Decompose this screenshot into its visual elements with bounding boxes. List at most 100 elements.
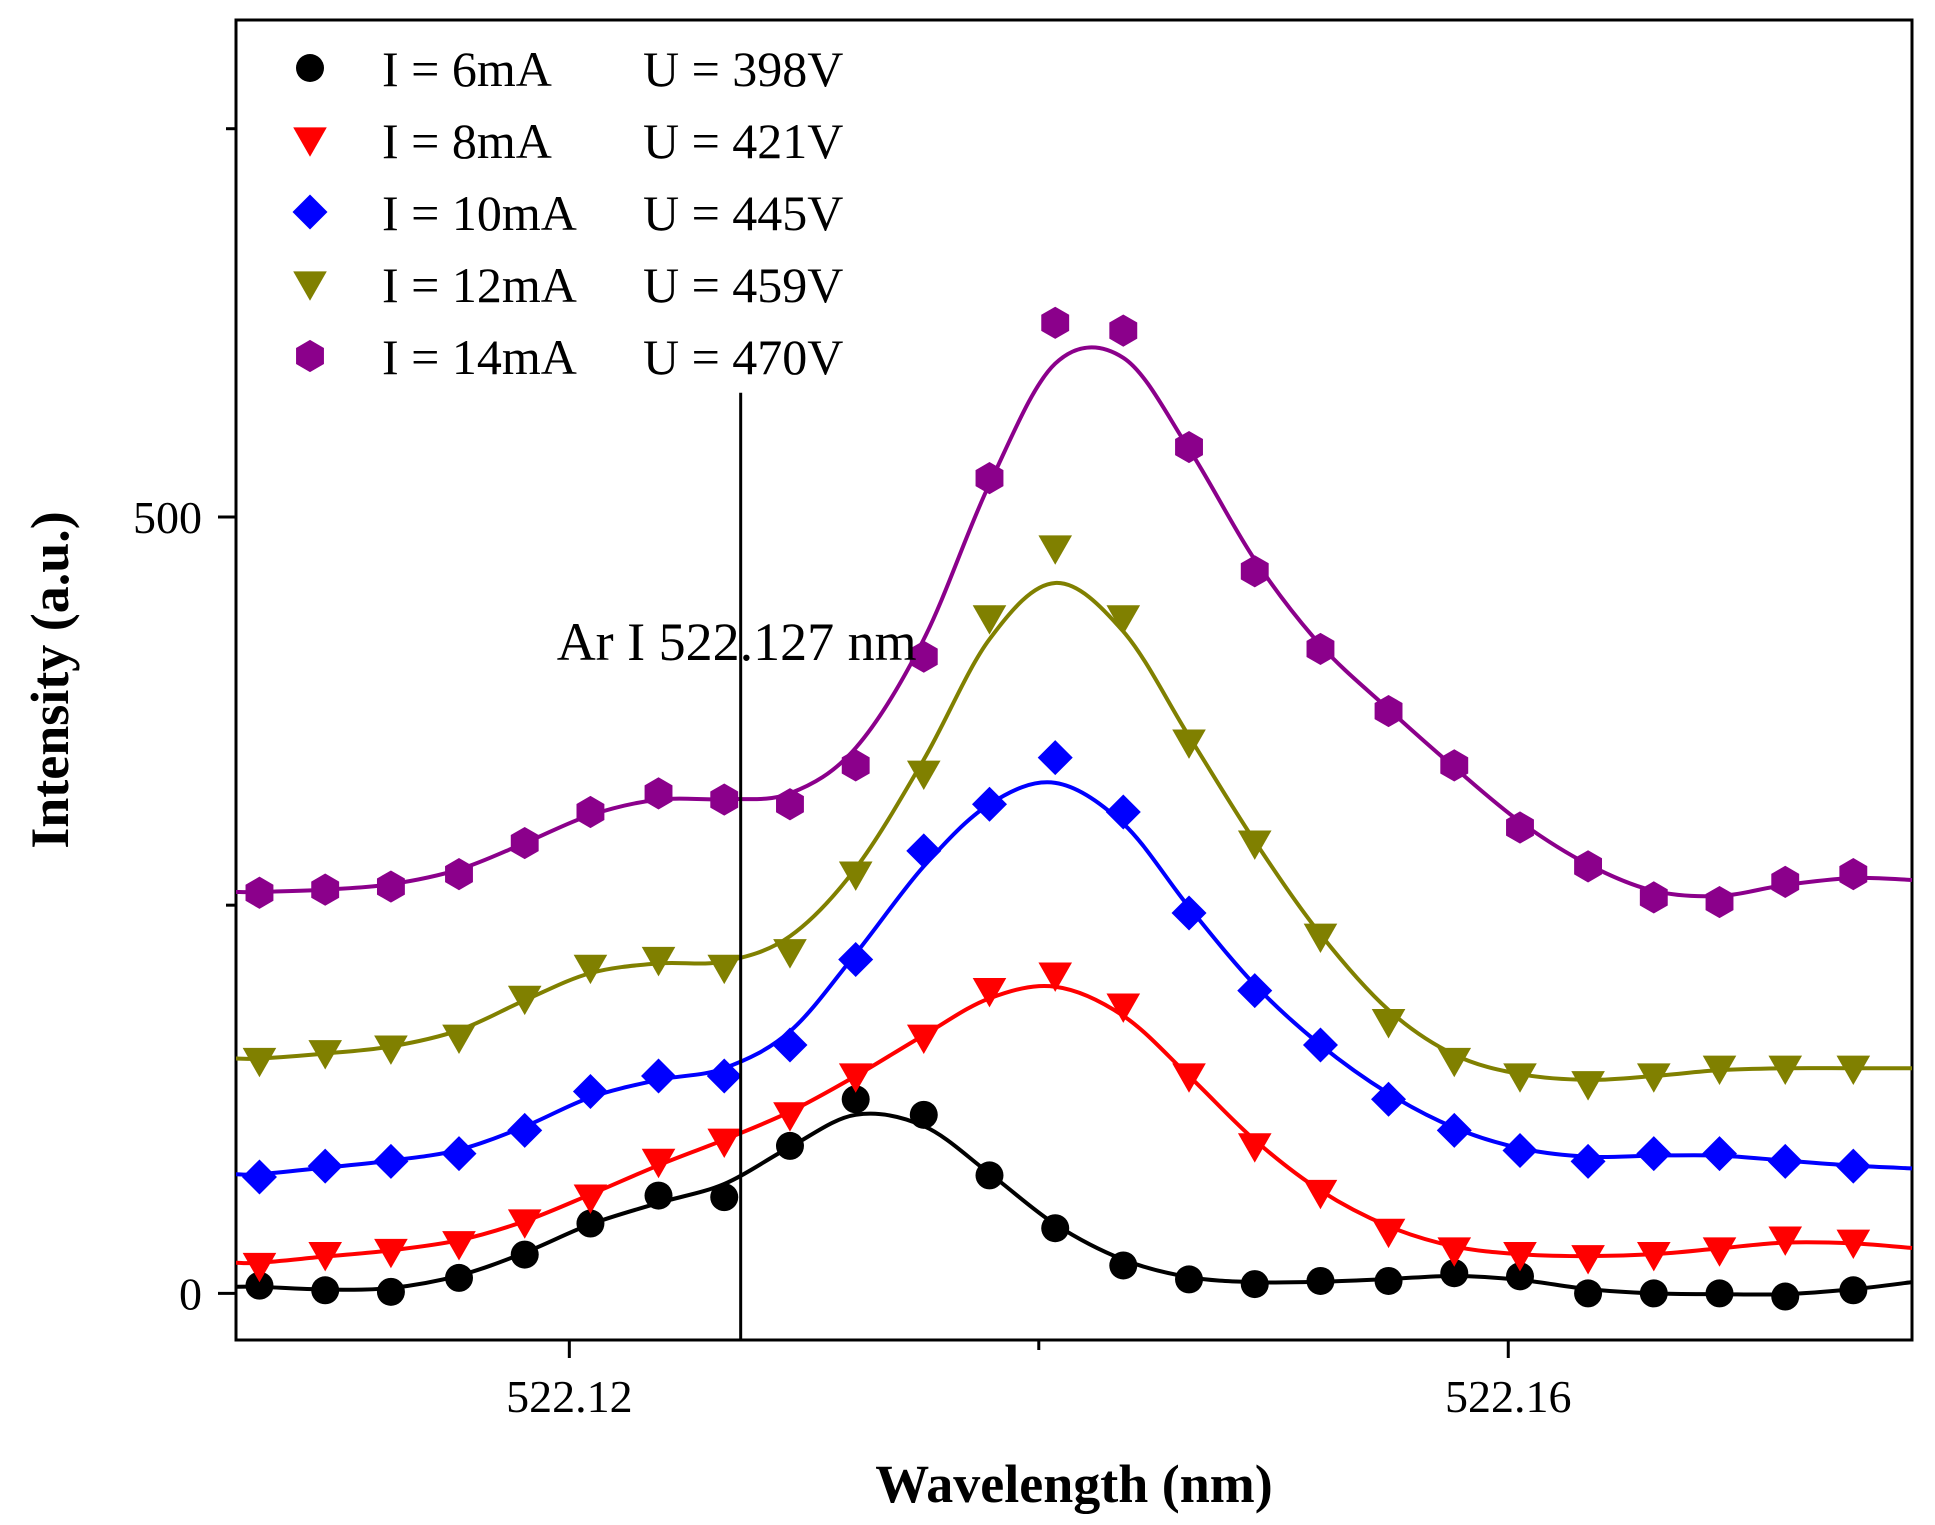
data-point: [1303, 923, 1338, 954]
data-point: [1437, 1047, 1472, 1078]
data-point: [1702, 1055, 1737, 1086]
data-point: [1172, 729, 1206, 759]
legend-current: I = 12mA: [382, 257, 577, 313]
y-tick-label: 0: [179, 1268, 202, 1319]
data-point: [576, 1209, 605, 1238]
legend-voltage: U = 470V: [643, 329, 843, 385]
data-point: [307, 1148, 343, 1184]
data-point: [441, 1136, 477, 1172]
data-point: [1771, 865, 1800, 898]
legend-voltage: U = 421V: [643, 113, 843, 169]
x-tick-label: 522.12: [506, 1371, 633, 1422]
data-point: [971, 786, 1007, 822]
data-point: [641, 1148, 676, 1179]
data-point: [242, 1047, 277, 1078]
data-point: [444, 1263, 473, 1292]
data-point: [644, 1181, 673, 1210]
data-point: [772, 1027, 808, 1063]
data-point: [1639, 881, 1668, 914]
data-point: [510, 826, 539, 860]
data-point: [1506, 811, 1534, 844]
data-point: [1771, 1282, 1800, 1311]
data-point: [1571, 1071, 1605, 1101]
data-point: [1639, 1279, 1668, 1308]
data-point: [1240, 555, 1269, 588]
data-point: [308, 1040, 342, 1070]
data-point: [241, 1159, 277, 1195]
fit-curve-5: [235, 345, 1913, 899]
legend-current: I = 10mA: [382, 185, 577, 241]
data-point: [1109, 1251, 1138, 1280]
data-point: [376, 870, 405, 903]
data-point: [975, 462, 1004, 495]
data-point: [1306, 1266, 1335, 1295]
data-point: [1105, 794, 1141, 830]
data-point: [1502, 1133, 1538, 1169]
data-point: [576, 795, 605, 829]
data-point: [710, 783, 739, 816]
data-point: [838, 1063, 873, 1093]
data-point: [1571, 1245, 1605, 1275]
annotation: Ar I 522.127 nm: [557, 392, 917, 1340]
data-point: [1574, 1279, 1603, 1308]
data-point: [838, 861, 873, 891]
legend-current: I = 14mA: [382, 329, 577, 385]
data-point: [909, 640, 938, 673]
y-tick-label: 500: [133, 492, 202, 543]
data-point: [507, 1209, 542, 1239]
data-point: [1636, 1063, 1671, 1093]
data-point: [374, 1238, 408, 1269]
data-point: [1306, 632, 1335, 666]
data-point: [374, 1035, 408, 1065]
data-point: [707, 954, 742, 985]
data-point: [1705, 1279, 1734, 1308]
data-point: [1237, 830, 1272, 860]
data-point: [1436, 1112, 1472, 1148]
plot-border: [234, 18, 1914, 1342]
data-point: [510, 1240, 539, 1269]
data-point: [1768, 1226, 1803, 1256]
data-point: [1839, 1276, 1868, 1305]
data-point: [1768, 1055, 1803, 1086]
fit-curve-3: [235, 780, 1913, 1177]
data-point: [773, 1102, 807, 1132]
data-point: [442, 1231, 476, 1261]
data-point: [1574, 850, 1603, 883]
data-point: [245, 876, 274, 909]
data-point: [1437, 1237, 1472, 1267]
data-point: [311, 873, 340, 906]
data-point: [1702, 1136, 1738, 1172]
data-point: [1237, 973, 1273, 1009]
data-point: [1636, 1241, 1671, 1272]
data-point: [573, 1184, 608, 1214]
data-point: [1702, 1237, 1737, 1267]
fit-curves: [235, 345, 1913, 1297]
data-point: [1440, 1259, 1469, 1288]
legend-current: I = 8mA: [382, 113, 552, 169]
data-point: [1303, 1179, 1338, 1210]
data-point: [1175, 430, 1203, 464]
data-point: [1041, 306, 1070, 339]
data-point: [710, 1183, 739, 1212]
data-point: [1371, 1218, 1406, 1249]
data-point: [442, 1024, 476, 1054]
legend-marker: [293, 271, 327, 301]
data-point: [906, 833, 942, 869]
data-point: [909, 1100, 938, 1129]
data-point: [507, 985, 542, 1016]
y-axis-title: Intensity (a.u.): [20, 511, 80, 849]
x-axis-title: Wavelength (nm): [875, 1454, 1273, 1514]
data-point: [1240, 1270, 1269, 1299]
legend-voltage: U = 445V: [643, 185, 843, 241]
data-point: [644, 777, 673, 810]
data-point: [242, 1252, 277, 1283]
data-point: [972, 977, 1007, 1008]
legend-marker: [296, 339, 324, 373]
data-point: [1171, 895, 1207, 931]
data-point: [573, 954, 608, 985]
annotation-label: Ar I 522.127 nm: [557, 612, 917, 672]
data-point: [906, 760, 941, 790]
data-point: [308, 1241, 342, 1272]
data-point: [972, 605, 1007, 635]
